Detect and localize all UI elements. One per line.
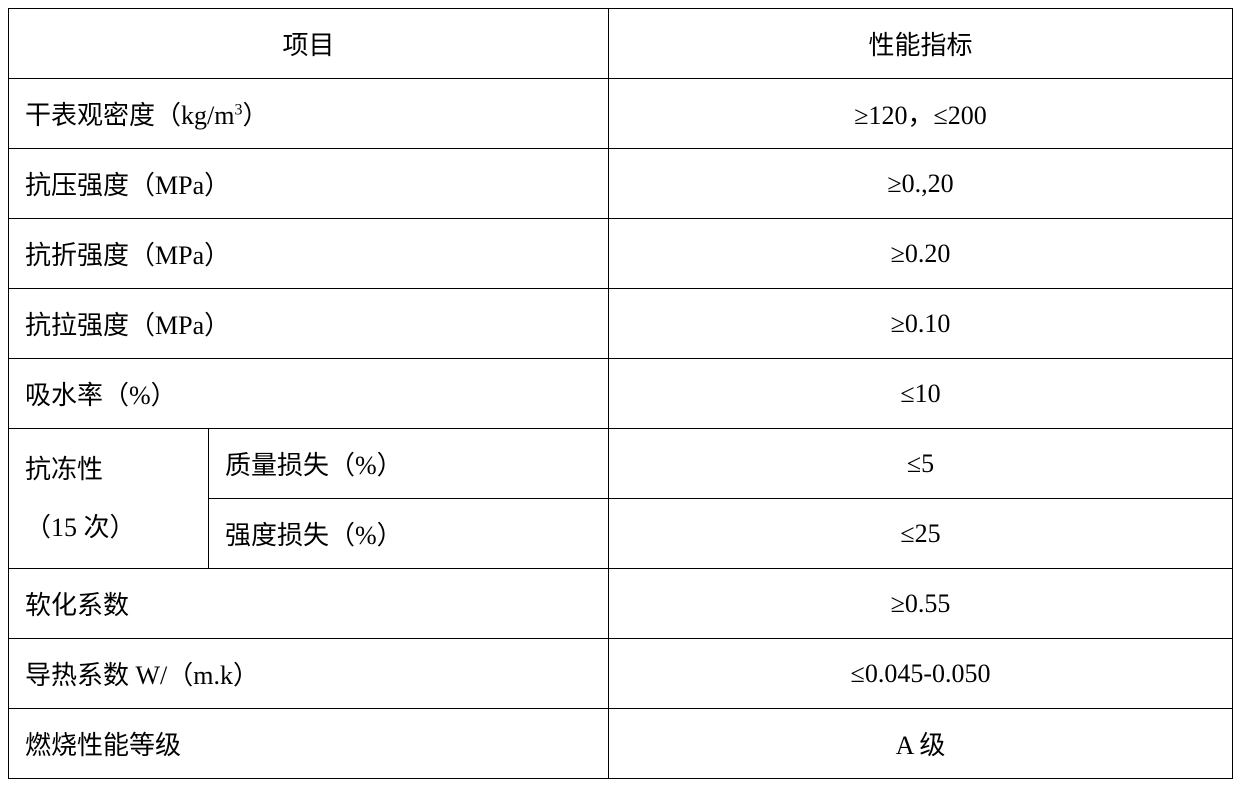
header-item: 项目 [9,9,609,79]
row-value: ≥0.,20 [609,149,1233,219]
row-label: 软化系数 [9,569,609,639]
row-label: 吸水率（%） [9,359,609,429]
row-group-label: 抗冻性 （15 次） [9,429,209,569]
row-sub-label: 强度损失（%） [209,499,609,569]
table-row: 抗折强度（MPa） ≥0.20 [9,219,1233,289]
row-value: A 级 [609,709,1233,779]
row-value: ≤25 [609,499,1233,569]
header-value: 性能指标 [609,9,1233,79]
row-value: ≤0.045-0.050 [609,639,1233,709]
spec-table: 项目 性能指标 干表观密度（kg/m3） ≥120，≤200 抗压强度（MPa）… [8,8,1233,779]
table-row: 吸水率（%） ≤10 [9,359,1233,429]
table-row: 燃烧性能等级 A 级 [9,709,1233,779]
row-sub-label: 质量损失（%） [209,429,609,499]
row-label: 抗拉强度（MPa） [9,289,609,359]
row-label: 抗压强度（MPa） [9,149,609,219]
row-label: 干表观密度（kg/m3） [9,79,609,149]
table-row: 抗冻性 （15 次） 质量损失（%） ≤5 [9,429,1233,499]
row-label: 导热系数 W/（m.k） [9,639,609,709]
table-row: 抗压强度（MPa） ≥0.,20 [9,149,1233,219]
table-row: 抗拉强度（MPa） ≥0.10 [9,289,1233,359]
row-value: ≤10 [609,359,1233,429]
row-value: ≤5 [609,429,1233,499]
table-row: 软化系数 ≥0.55 [9,569,1233,639]
row-value: ≥0.55 [609,569,1233,639]
row-label: 燃烧性能等级 [9,709,609,779]
label-post: ） [242,101,268,130]
row-value: ≥120，≤200 [609,79,1233,149]
row-value: ≥0.10 [609,289,1233,359]
table-row: 干表观密度（kg/m3） ≥120，≤200 [9,79,1233,149]
group-label-line1: 抗冻性 [25,455,103,484]
table-row: 导热系数 W/（m.k） ≤0.045-0.050 [9,639,1233,709]
row-value: ≥0.20 [609,219,1233,289]
table-header-row: 项目 性能指标 [9,9,1233,79]
label-pre: 干表观密度（kg/m [25,101,234,130]
group-label-line2: （15 次） [25,513,136,542]
spec-table-container: 项目 性能指标 干表观密度（kg/m3） ≥120，≤200 抗压强度（MPa）… [8,8,1232,779]
row-label: 抗折强度（MPa） [9,219,609,289]
